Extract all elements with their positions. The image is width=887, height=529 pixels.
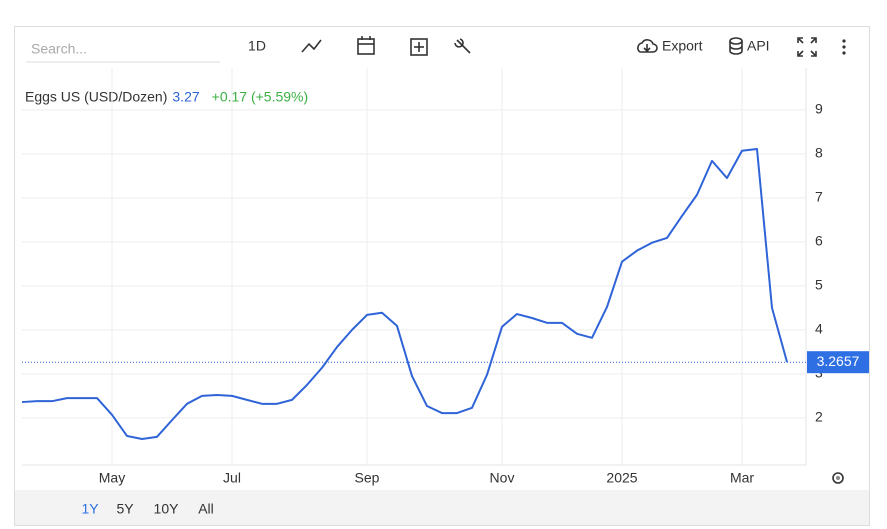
gear-icon[interactable] xyxy=(832,472,844,484)
y-tick-label: 5 xyxy=(815,277,823,293)
series-line xyxy=(21,147,788,441)
x-tick-label: Nov xyxy=(490,470,515,486)
chart-type-button[interactable] xyxy=(301,39,322,53)
x-tick-label: Jul xyxy=(223,470,241,486)
range-bar xyxy=(15,490,869,525)
legend-name: Eggs US (USD/Dozen) xyxy=(25,89,167,105)
calendar-button[interactable] xyxy=(357,36,375,55)
y-tick-label: 4 xyxy=(815,321,823,337)
x-tick-label: May xyxy=(99,470,125,486)
y-tick-label: 9 xyxy=(815,101,823,117)
compare-button[interactable] xyxy=(410,38,428,56)
y-tick-label: 6 xyxy=(815,233,823,249)
price-tag-box xyxy=(807,351,869,374)
export-label[interactable]: Export xyxy=(662,38,703,54)
interval-button[interactable]: 1D xyxy=(248,38,266,54)
range-button[interactable]: All xyxy=(198,501,214,517)
y-tick-label: 2 xyxy=(815,409,823,425)
x-tick-label: Mar xyxy=(730,470,754,486)
y-tick-label: 7 xyxy=(815,189,823,205)
range-button[interactable]: 1Y xyxy=(81,501,99,517)
api-label[interactable]: API xyxy=(747,38,770,54)
legend-value: 3.27 xyxy=(172,89,199,105)
fullscreen-button[interactable] xyxy=(797,37,817,57)
range-button[interactable]: 10Y xyxy=(154,501,180,517)
y-tick-label: 8 xyxy=(815,145,823,161)
menu-button[interactable] xyxy=(842,39,846,55)
range-button[interactable]: 5Y xyxy=(116,501,134,517)
settings-tool-button[interactable] xyxy=(454,38,471,54)
legend-change: +0.17 (+5.59%) xyxy=(212,89,309,105)
export-button[interactable] xyxy=(637,39,658,53)
x-tick-label: Sep xyxy=(355,470,380,486)
x-tick-label: 2025 xyxy=(606,470,637,486)
search-input[interactable]: Search... xyxy=(31,41,87,57)
api-icon xyxy=(729,37,743,55)
price-tag: 3.2657 xyxy=(817,353,860,369)
